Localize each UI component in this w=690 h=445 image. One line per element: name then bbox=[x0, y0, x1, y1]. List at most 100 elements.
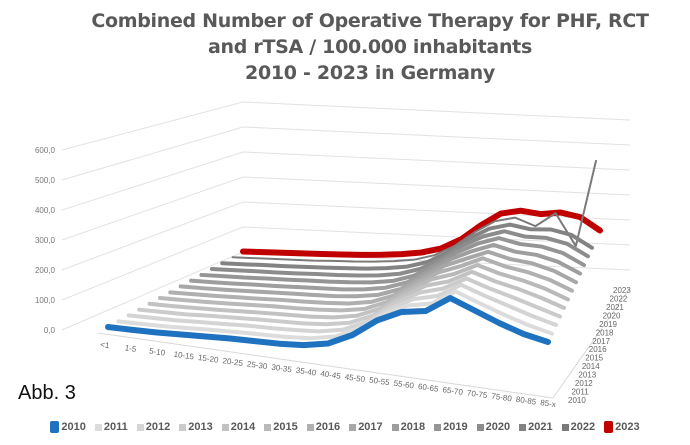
depth-tick-label: 2020 bbox=[603, 311, 621, 320]
legend-label: 2019 bbox=[443, 421, 468, 433]
legend-item-2022: 2022 bbox=[561, 421, 596, 433]
x-tick-label: 85-x bbox=[540, 398, 557, 409]
gridline bbox=[61, 126, 631, 181]
legend-label: 2015 bbox=[273, 421, 298, 433]
floor-right-edge bbox=[552, 287, 631, 399]
depth-tick-label: 2015 bbox=[585, 354, 603, 363]
legend-label: 2023 bbox=[615, 421, 640, 433]
x-tick-label: 20-25 bbox=[222, 356, 244, 368]
series-line-2011 bbox=[116, 289, 554, 341]
legend-swatch bbox=[306, 423, 314, 431]
legend-label: 2014 bbox=[230, 421, 256, 433]
series-line-2021 bbox=[220, 222, 594, 271]
y-tick-label: 0,0 bbox=[44, 326, 56, 335]
legend-label: 2013 bbox=[188, 421, 213, 433]
x-tick-label: 5-10 bbox=[149, 347, 167, 358]
series-line-2010 bbox=[105, 295, 551, 349]
depth-tick-label: 2018 bbox=[596, 328, 614, 337]
depth-tick-label: 2021 bbox=[606, 303, 624, 312]
x-tick-label: 45-50 bbox=[344, 372, 366, 384]
x-tick-label: 30-35 bbox=[271, 363, 293, 375]
legend-item-2014: 2014 bbox=[221, 421, 256, 433]
series-line-2015 bbox=[157, 263, 570, 313]
depth-tick-label: 2014 bbox=[582, 362, 600, 371]
legend-label: 2021 bbox=[528, 421, 553, 433]
depth-tick-label: 2012 bbox=[575, 379, 593, 388]
x-tick-label: 80-85 bbox=[515, 395, 537, 407]
legend-item-2017: 2017 bbox=[349, 421, 383, 433]
y-tick-label: 300,0 bbox=[35, 236, 56, 245]
legend-item-2012: 2012 bbox=[136, 421, 171, 433]
x-tick-label: 75-80 bbox=[491, 392, 513, 404]
legend-swatch bbox=[391, 423, 399, 431]
title-line-2: and rTSA / 100.000 inhabitants bbox=[208, 36, 532, 58]
legend-label: 2020 bbox=[485, 421, 511, 433]
y-tick-label: 200,0 bbox=[35, 266, 56, 275]
depth-tick-label: 2013 bbox=[578, 371, 596, 380]
legend-item-2019: 2019 bbox=[434, 421, 468, 433]
legend-swatch bbox=[221, 423, 229, 431]
series-line-2014 bbox=[147, 269, 566, 320]
depth-tick-label: 2022 bbox=[610, 294, 628, 303]
legend-label: 2022 bbox=[570, 421, 596, 433]
y-tick-label: 500,0 bbox=[35, 176, 56, 185]
x-tick-label: <1 bbox=[100, 340, 111, 350]
depth-tick-label: 2016 bbox=[589, 345, 607, 354]
y-tick-label: 600,0 bbox=[35, 146, 56, 155]
legend-item-2018: 2018 bbox=[391, 421, 426, 433]
gridline bbox=[61, 101, 631, 151]
legend-swatch bbox=[50, 421, 60, 433]
legend-item-2010: 2010 bbox=[50, 421, 86, 433]
series-line-2016 bbox=[168, 256, 574, 306]
x-tick-label: 40-45 bbox=[320, 369, 342, 381]
legend-item-2021: 2021 bbox=[519, 421, 553, 433]
x-tick-label: 10-15 bbox=[173, 350, 195, 362]
gridline bbox=[61, 151, 631, 211]
legend-swatch bbox=[264, 423, 272, 431]
legend-label: 2017 bbox=[358, 421, 383, 433]
legend-label: 2012 bbox=[145, 421, 171, 433]
legend-swatch bbox=[476, 423, 484, 431]
legend-item-2011: 2011 bbox=[94, 421, 128, 433]
depth-tick-label: 2011 bbox=[571, 388, 589, 397]
gridline bbox=[61, 176, 631, 241]
y-tick-label: 400,0 bbox=[35, 206, 56, 215]
series-line-2022 bbox=[231, 159, 597, 263]
legend-item-2013: 2013 bbox=[179, 421, 213, 433]
legend-label: 2010 bbox=[61, 421, 86, 433]
x-tick-label: 35-40 bbox=[295, 366, 317, 378]
legend-label: 2016 bbox=[315, 421, 341, 433]
series-line-2020 bbox=[209, 229, 590, 278]
title-line-3: 2010 - 2023 in Germany bbox=[245, 62, 495, 84]
legend-swatch bbox=[136, 423, 144, 431]
x-tick-label: 15-20 bbox=[197, 353, 219, 365]
series-line-2019 bbox=[199, 236, 586, 285]
legend-item-2016: 2016 bbox=[306, 421, 341, 433]
legend-swatch bbox=[604, 421, 614, 433]
legend-swatch bbox=[179, 423, 187, 431]
x-tick-label: 60-65 bbox=[417, 382, 439, 394]
depth-tick-label: 2023 bbox=[613, 286, 631, 295]
depth-tick-label: 2010 bbox=[568, 396, 586, 405]
legend-swatch bbox=[519, 423, 527, 431]
depth-tick-label: 2019 bbox=[599, 320, 617, 329]
chart-title: Combined Number of Operative Therapy for… bbox=[60, 8, 680, 86]
x-tick-label: 55-60 bbox=[393, 379, 415, 391]
series-line-2012 bbox=[126, 282, 558, 334]
x-tick-label: 70-75 bbox=[466, 388, 488, 400]
title-line-1: Combined Number of Operative Therapy for… bbox=[91, 10, 649, 32]
legend-label: 2018 bbox=[400, 421, 426, 433]
x-tick-label: 25-30 bbox=[246, 359, 268, 371]
series-line-2023 bbox=[240, 207, 603, 258]
y-tick-label: 100,0 bbox=[35, 296, 56, 305]
floor-front-edge bbox=[97, 332, 554, 399]
series-line-2013 bbox=[137, 276, 562, 327]
legend-label: 2011 bbox=[103, 421, 128, 433]
depth-tick-label: 2017 bbox=[592, 337, 610, 346]
legend-item-2020: 2020 bbox=[476, 421, 511, 433]
legend-item-2023: 2023 bbox=[604, 421, 640, 433]
series-line-2018 bbox=[189, 242, 582, 292]
legend-swatch bbox=[434, 423, 442, 431]
